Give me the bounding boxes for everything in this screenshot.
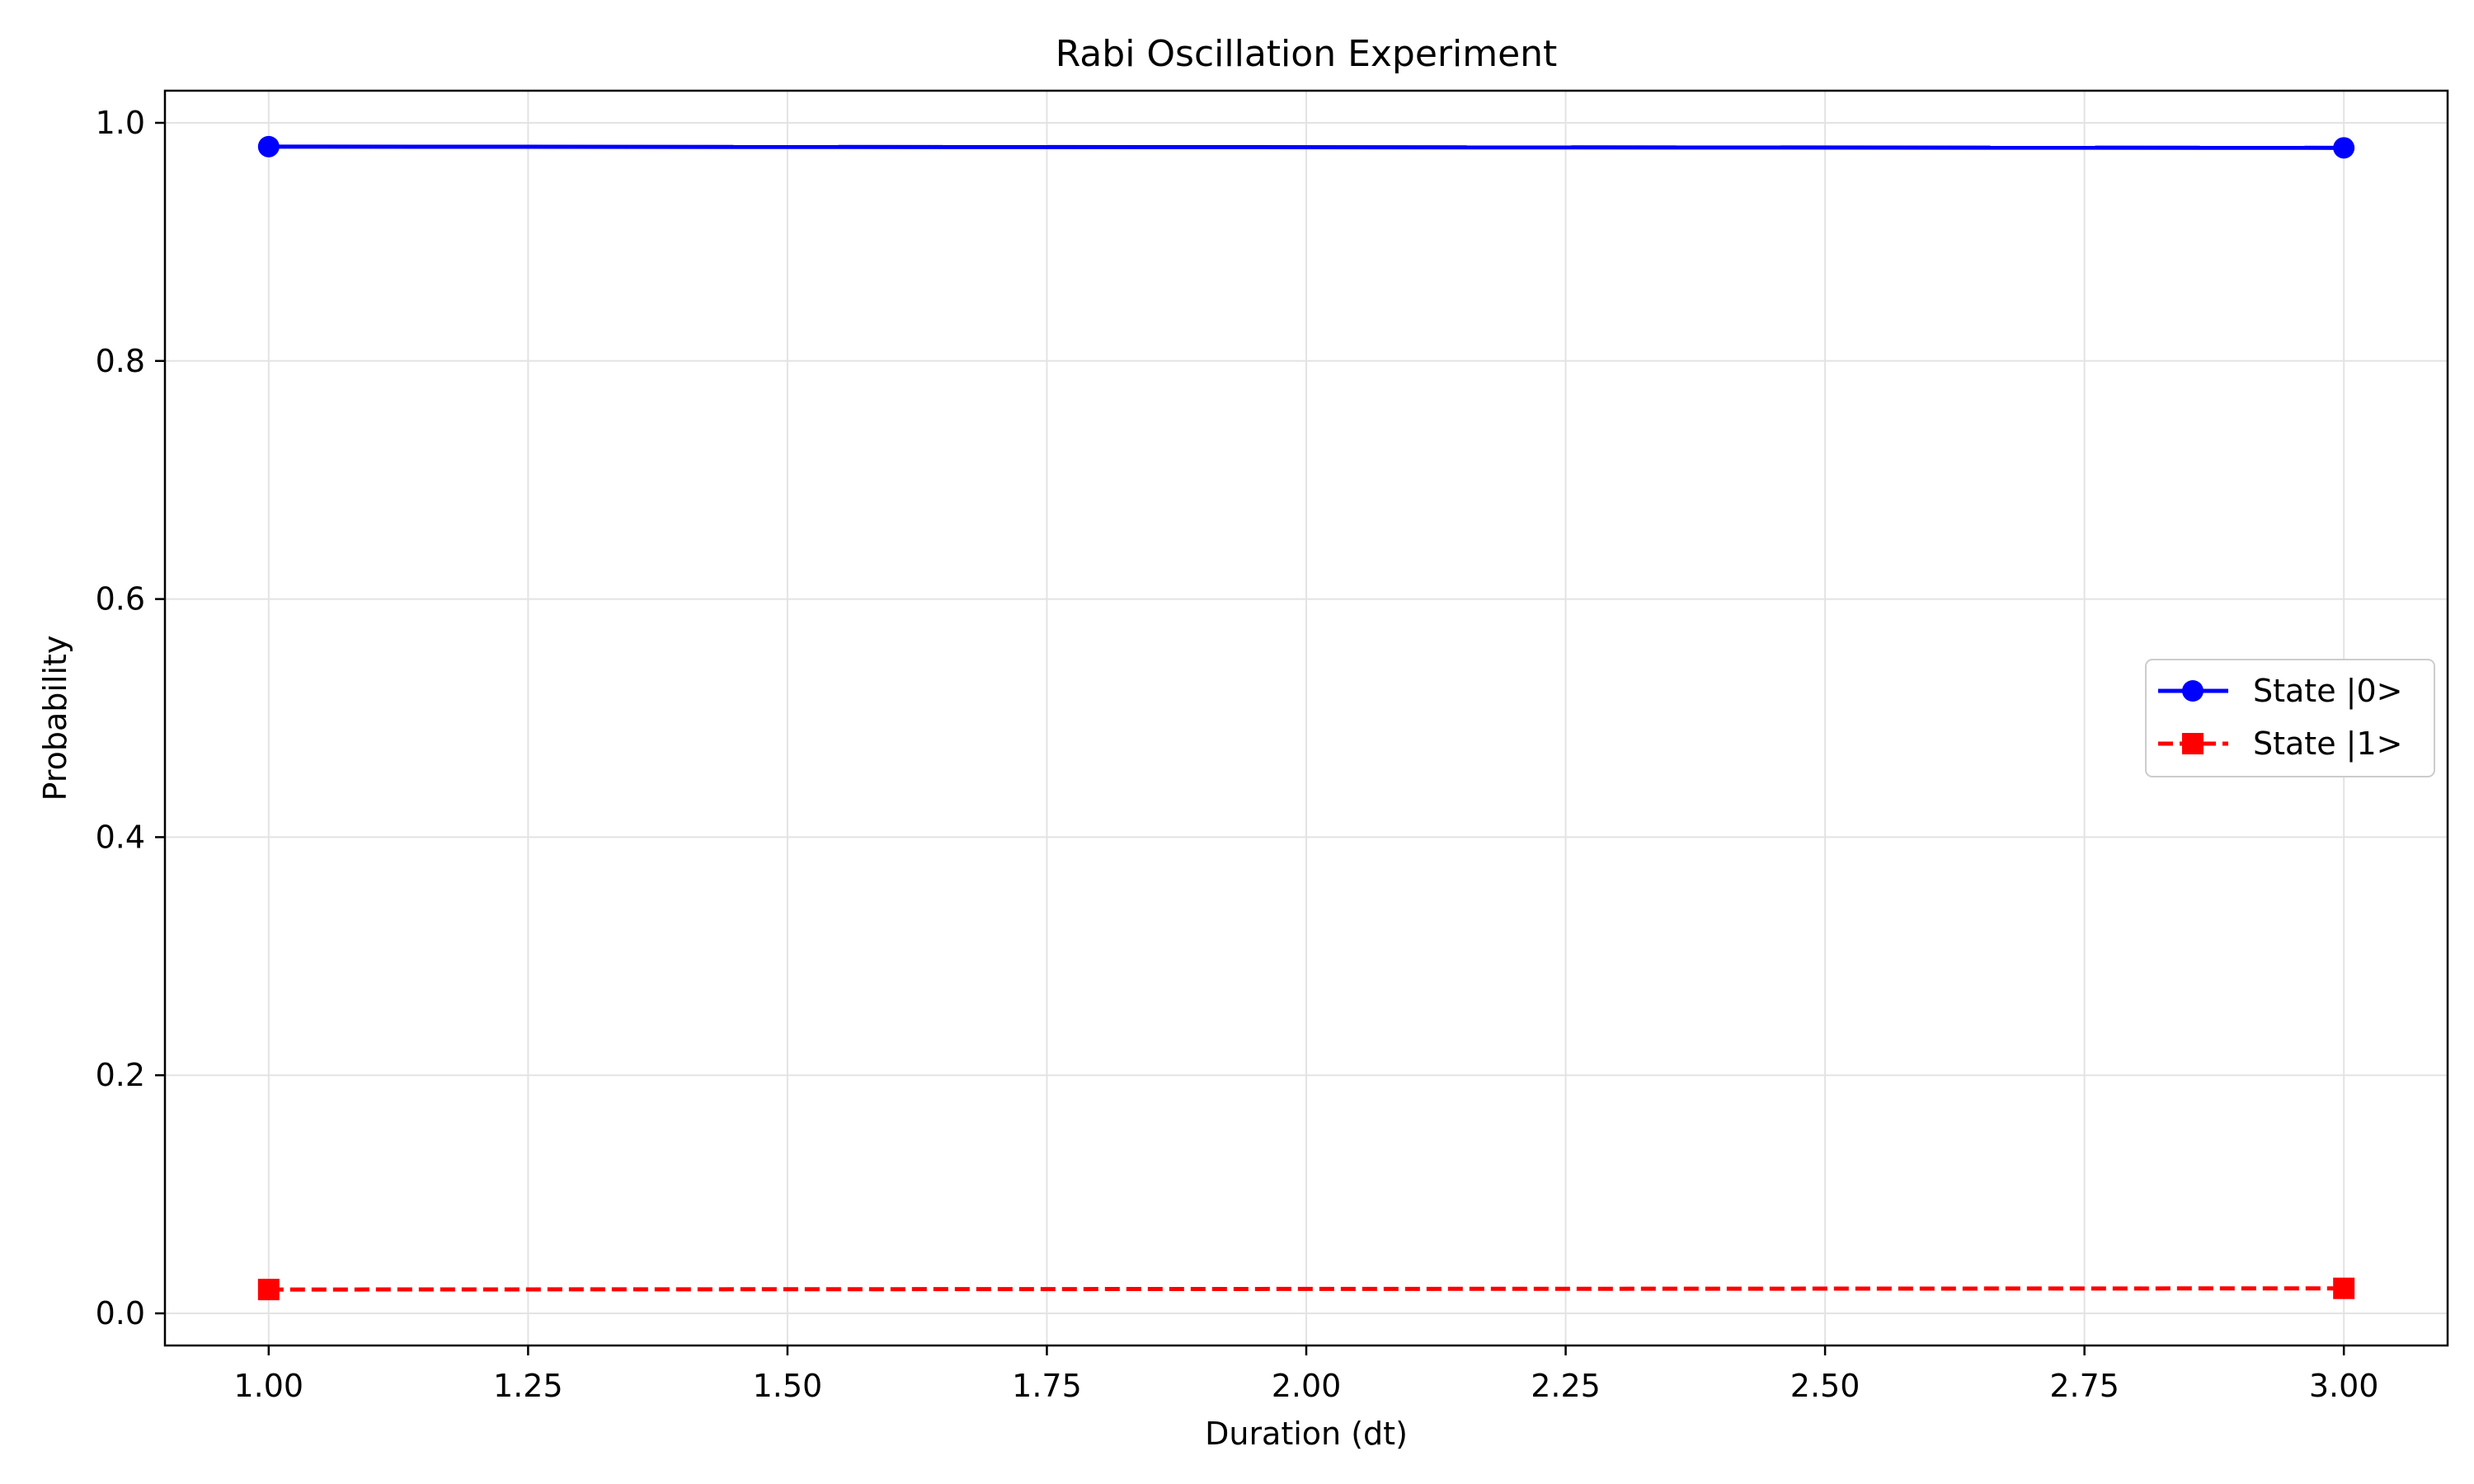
data-point	[2333, 1277, 2355, 1299]
grid	[165, 91, 2448, 1345]
chart-title: Rabi Oscillation Experiment	[1056, 33, 1558, 75]
x-tick-label: 2.00	[1272, 1368, 1342, 1404]
data-point	[257, 135, 280, 157]
legend-marker	[2182, 733, 2204, 754]
legend: State |0> State |1>	[2145, 659, 2435, 777]
x-axis-ticks: 1.00 1.25 1.50 1.75 2.00 2.25 2.50 2.75 3.00	[234, 1345, 2379, 1404]
y-tick-label: 0.8	[96, 343, 145, 379]
y-tick-label: 0.4	[96, 819, 145, 855]
x-tick-label: 1.50	[753, 1368, 823, 1404]
x-tick-label: 1.75	[1012, 1368, 1082, 1404]
x-axis-label: Duration (dt)	[1205, 1416, 1408, 1452]
y-tick-label: 0.6	[96, 581, 145, 618]
series-line	[268, 144, 2345, 150]
x-tick-label: 1.25	[493, 1368, 563, 1404]
x-tick-label: 1.00	[234, 1368, 304, 1404]
x-tick-label: 2.25	[1531, 1368, 1601, 1404]
legend-label: State |0>	[2253, 673, 2402, 710]
legend-label: State |1>	[2253, 726, 2402, 763]
y-tick-label: 1.0	[96, 105, 145, 141]
x-tick-label: 2.50	[1790, 1368, 1860, 1404]
y-tick-label: 0.0	[96, 1295, 145, 1331]
y-axis-label: Probability	[37, 636, 73, 801]
x-tick-label: 2.75	[2049, 1368, 2119, 1404]
series-1	[257, 1277, 2355, 1301]
plot-series	[257, 135, 2355, 1301]
series-0	[257, 135, 2355, 159]
y-axis-ticks: 0.0 0.2 0.4 0.6 0.8 1.0	[96, 105, 165, 1331]
legend-marker	[2182, 680, 2204, 702]
data-point	[257, 1279, 280, 1301]
y-tick-label: 0.2	[96, 1057, 145, 1093]
data-point	[2333, 137, 2355, 159]
x-tick-label: 3.00	[2309, 1368, 2379, 1404]
